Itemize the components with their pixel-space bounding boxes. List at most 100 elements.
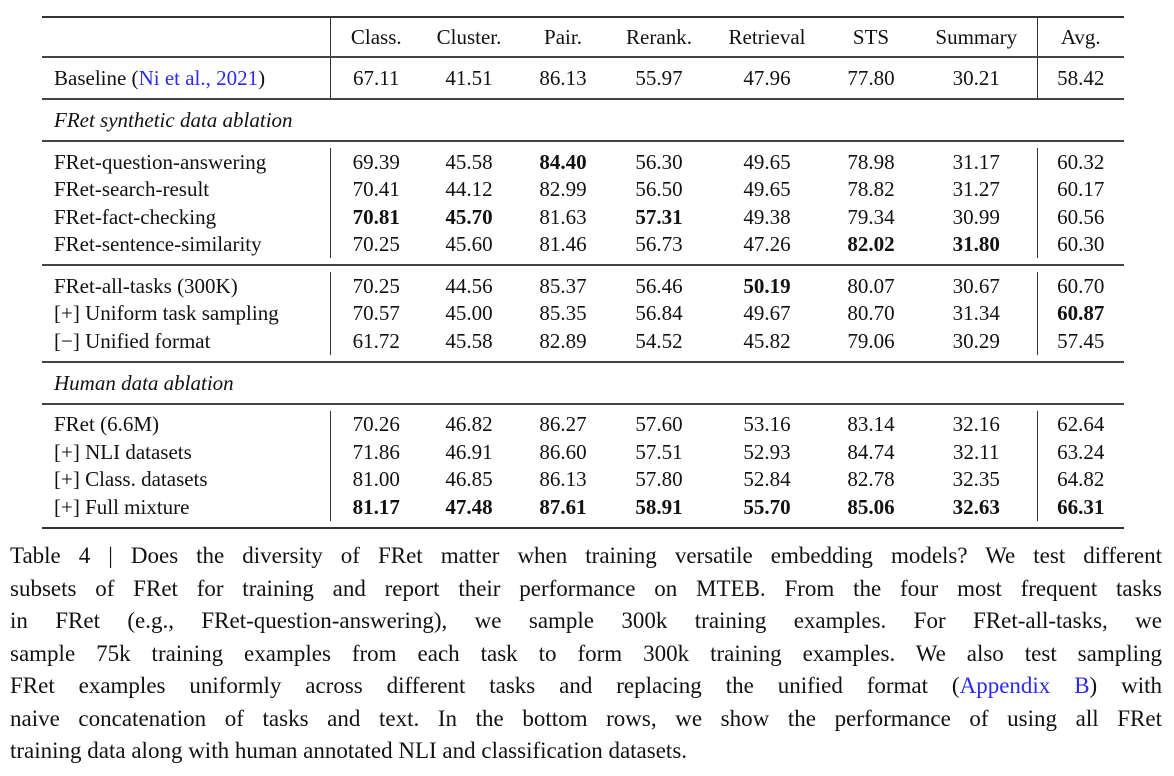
caption-text: FRet examples uniformly across different… bbox=[10, 673, 960, 698]
table-row: FRet-sentence-similarity 70.25 45.60 81.46 5… bbox=[42, 230, 1124, 258]
cell-cluster: 46.82 bbox=[445, 412, 493, 437]
cell-class: 81.00 bbox=[329, 465, 422, 493]
cell-rerank: 55.97 bbox=[610, 57, 708, 100]
spacer-cell bbox=[422, 404, 516, 411]
caption-line: in FRet (e.g., FRet-question-answering),… bbox=[10, 608, 1162, 633]
spacer-cell bbox=[42, 258, 330, 266]
spacer-cell bbox=[1037, 258, 1124, 266]
cell-class: 70.41 bbox=[329, 175, 422, 203]
cell-class: 67.11 bbox=[329, 57, 422, 100]
spacer-cell bbox=[1037, 141, 1124, 148]
section-title: Human data ablation bbox=[42, 361, 1124, 405]
cell-rerank: 57.80 bbox=[635, 467, 683, 492]
spacer-cell bbox=[422, 141, 516, 148]
row-spacer bbox=[42, 258, 1124, 266]
cell-retrieval: 47.26 bbox=[743, 232, 791, 257]
spacer-cell bbox=[42, 141, 330, 148]
spacer-cell bbox=[516, 520, 610, 529]
table-row: FRet-fact-checking 70.81 45.70 81.63 57.31 49… bbox=[42, 203, 1124, 231]
cell-retrieval: 50.19 bbox=[743, 273, 791, 298]
cell-summary: 31.34 bbox=[952, 301, 1000, 326]
spacer-cell bbox=[610, 265, 708, 272]
cell-sts: 82.02 bbox=[847, 232, 895, 257]
spacer-cell bbox=[1037, 354, 1124, 363]
spacer-cell bbox=[708, 404, 826, 411]
cell-sts: 79.34 bbox=[847, 204, 895, 229]
spacer-cell bbox=[422, 354, 516, 363]
spacer-cell bbox=[610, 258, 708, 266]
row-label: FRet-fact-checking bbox=[54, 204, 217, 229]
cell-retrieval: 49.65 bbox=[743, 149, 791, 174]
cell-summary: 30.21 bbox=[916, 57, 1037, 100]
caption-line: FRet examples uniformly across different… bbox=[10, 670, 1162, 703]
spacer-cell bbox=[330, 404, 422, 411]
spacer-cell bbox=[42, 354, 330, 363]
cell-pair: 86.27 bbox=[539, 412, 587, 437]
cell-avg: 57.45 bbox=[1036, 327, 1124, 355]
cell-retrieval: 49.65 bbox=[743, 177, 791, 202]
spacer-cell bbox=[516, 141, 610, 148]
cell-class: 81.17 bbox=[329, 493, 422, 521]
spacer-cell bbox=[422, 258, 516, 266]
caption-line: sample 75k training examples from each t… bbox=[10, 640, 1162, 666]
cell-cluster: 45.00 bbox=[445, 301, 493, 326]
row-label: FRet-sentence-similarity bbox=[54, 232, 262, 257]
spacer-cell bbox=[708, 258, 826, 266]
cell-avg: 64.82 bbox=[1036, 465, 1124, 493]
row-label: [−] Unified format bbox=[54, 328, 211, 353]
spacer-cell bbox=[516, 404, 610, 411]
cell-pair: 82.99 bbox=[539, 177, 587, 202]
table-caption: Table 4 | Does the diversity of FRet mat… bbox=[10, 540, 1162, 768]
spacer-cell bbox=[610, 141, 708, 148]
spacer-cell bbox=[708, 265, 826, 272]
cell-cluster: 45.60 bbox=[445, 232, 493, 257]
section-header-row: Human data ablation bbox=[42, 361, 1124, 405]
spacer-cell bbox=[610, 404, 708, 411]
section-header-row: FRet synthetic data ablation bbox=[42, 99, 1124, 142]
cell-pair: 87.61 bbox=[539, 494, 587, 519]
row-label: FRet-question-answering bbox=[54, 149, 267, 174]
cell-summary: 32.35 bbox=[952, 467, 1000, 492]
cell-summary: 32.16 bbox=[952, 412, 1000, 437]
cell-class: 70.81 bbox=[329, 203, 422, 231]
spacer-cell bbox=[330, 141, 422, 148]
spacer-cell bbox=[42, 520, 330, 529]
table-row: [+] Full mixture 81.17 47.48 87.61 58.91 55.7… bbox=[42, 493, 1124, 521]
spacer-cell bbox=[330, 265, 422, 272]
table-row: [+] Class. datasets 81.00 46.85 86.13 57.80 5… bbox=[42, 465, 1124, 493]
cell-sts: 83.14 bbox=[847, 412, 895, 437]
spacer-cell bbox=[916, 520, 1037, 529]
caption-line: naive concatenation of tasks and text. I… bbox=[10, 705, 1162, 731]
citation-link[interactable]: Ni et al., 2021 bbox=[138, 66, 259, 90]
row-label: [+] Class. datasets bbox=[54, 467, 208, 492]
cell-summary: 31.27 bbox=[952, 177, 1000, 202]
cell-retrieval: 52.84 bbox=[743, 467, 791, 492]
column-header: Cluster. bbox=[422, 16, 516, 58]
cell-sts: 77.80 bbox=[826, 57, 916, 100]
spacer-cell bbox=[826, 265, 916, 272]
header-row: Class. Cluster. Pair. Rerank. Retrieval STS Su… bbox=[42, 16, 1124, 58]
appendix-b-link[interactable]: Appendix B bbox=[959, 673, 1090, 698]
row-label: FRet-all-tasks (300K) bbox=[54, 273, 238, 298]
caption-text: ) with bbox=[1089, 673, 1162, 698]
cell-summary: 30.67 bbox=[952, 273, 1000, 298]
cell-pair: 81.46 bbox=[539, 232, 587, 257]
column-header: Class. bbox=[329, 16, 422, 58]
cell-rerank: 56.50 bbox=[635, 177, 683, 202]
section-title: FRet synthetic data ablation bbox=[42, 99, 1124, 142]
spacer-cell bbox=[610, 520, 708, 529]
cell-summary: 32.63 bbox=[952, 494, 1000, 519]
caption-line: training data along with human annotated… bbox=[10, 738, 688, 763]
spacer-cell bbox=[916, 404, 1037, 411]
spacer-cell bbox=[826, 404, 916, 411]
spacer-cell bbox=[708, 520, 826, 529]
cell-summary: 31.80 bbox=[952, 232, 1000, 257]
caption-line: Table 4 | Does the diversity of FRet mat… bbox=[10, 543, 1162, 568]
cell-summary: 31.17 bbox=[952, 149, 1000, 174]
column-header: Pair. bbox=[516, 16, 610, 58]
cell-cluster: 45.58 bbox=[445, 328, 493, 353]
column-header: Summary bbox=[916, 16, 1037, 58]
cell-rerank: 57.31 bbox=[635, 204, 683, 229]
cell-retrieval: 52.93 bbox=[743, 439, 791, 464]
cell-sts: 78.98 bbox=[847, 149, 895, 174]
